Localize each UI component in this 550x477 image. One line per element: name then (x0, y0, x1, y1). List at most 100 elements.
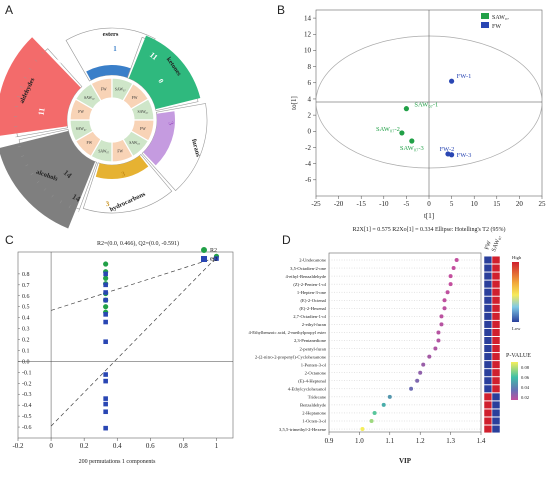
heatmap-legend-high: High (512, 255, 522, 260)
x-tick-label: 20 (516, 200, 524, 208)
panel-d-vip-plot: 2-Undecanone 3,5-Octadien-2-one 4-ethyl-Be… (248, 235, 531, 465)
heatmap-cell-saw (491, 336, 501, 345)
vip-point (436, 338, 441, 343)
arc-tick (19, 86, 23, 88)
inner-ring-label: SAW₀₇ (76, 127, 87, 131)
heatmap-legend-low: Low (512, 326, 521, 331)
score-point-label: SAW₀₇-3 (400, 145, 424, 152)
vip-point (445, 290, 450, 295)
score-point (449, 152, 455, 158)
x-tick-label: 0 (427, 200, 431, 208)
compound-label: 4-Ethylbenzoic acid, 2-methylpropyl este… (248, 330, 326, 336)
q2-point (103, 378, 108, 384)
x-tick-label: -15 (357, 200, 367, 208)
arc-tick (59, 200, 62, 204)
x-tick-label: -20 (334, 200, 344, 208)
arc-tick (51, 194, 54, 198)
heatmap-cell-saw (491, 320, 501, 329)
score-point-label: FW-2 (440, 146, 455, 153)
sector-count: 14 (62, 168, 74, 180)
vip-point (433, 346, 438, 351)
inner-ring-label: SAW₀₇ (129, 141, 140, 145)
y-tick-label: 0 (308, 128, 312, 136)
score-point-label: SAW₀₇-1 (414, 102, 438, 109)
sector-fill (143, 111, 175, 166)
compound-label: 4-ethyl-Benzaldehyde (285, 274, 326, 279)
arc-tick (17, 145, 21, 148)
vip-point (381, 402, 386, 407)
heatmap-cell-saw (491, 425, 501, 434)
x-tick-label: -0.2 (12, 442, 24, 450)
inner-ring-label: FW (101, 88, 107, 92)
pvalue-tick: 0.08 (521, 365, 530, 370)
inner-ring-label: SAW₀₇ (115, 88, 126, 92)
compound-label: 2-Octanone (305, 370, 326, 375)
inner-ring-segment (74, 82, 102, 110)
arc-tick (25, 164, 29, 167)
r2-point (103, 261, 109, 267)
arc-tick (36, 180, 40, 184)
compound-label: 2,3-Pentanedione (294, 338, 326, 344)
x-tick-label: 0.9 (325, 437, 334, 445)
q2-point (103, 339, 108, 345)
vip-point (439, 314, 444, 319)
x-tick-label: 5 (450, 200, 454, 208)
inner-ring-label: FW (132, 96, 138, 100)
x-tick-label: 25 (539, 200, 547, 208)
heatmap-cell-saw (491, 288, 501, 297)
compound-label: 2-(2-nitro-2-propenyl)-Cyclohexanone (255, 354, 326, 359)
vip-point (418, 370, 423, 375)
y-tick-label: -0.3 (22, 392, 32, 398)
y-tick-label: -0.5 (22, 414, 32, 420)
sector-count: 14 (71, 192, 82, 204)
vip-point (448, 282, 453, 287)
vip-point (360, 427, 365, 432)
vip-point (415, 378, 420, 383)
arc-tick (68, 205, 71, 209)
compound-label: 2-Undecanone (299, 258, 326, 263)
x-tick-label: 15 (493, 200, 501, 208)
y-tick-label: -0.4 (22, 403, 32, 409)
compound-label: 3,5,5-trimethyl-2-Hexene (279, 427, 326, 433)
sector-count: 3 (120, 170, 126, 179)
heatmap-cell-fw (483, 368, 493, 377)
r2-point (103, 275, 109, 281)
r2-point (103, 304, 109, 310)
y-tick-label: 0.8 (22, 272, 30, 278)
compound-label: 2-ethyl-furan (302, 322, 327, 327)
legend-marker-r2 (201, 247, 207, 253)
compound-label: 2,7-Octadien-1-ol (293, 314, 327, 320)
panel-b-footer: R2X[1] = 0.575 R2Xo[1] = 0.334 Ellipse: … (353, 226, 506, 233)
vip-point (454, 258, 459, 262)
pvalue-legend: P-VALUE 0.08 0.06 0.04 0.02 (506, 353, 531, 400)
heatmap-cell-saw (491, 272, 501, 281)
heatmap-cell-fw (483, 255, 493, 265)
heatmap-cell-fw (483, 416, 493, 426)
heatmap-cell-fw (483, 384, 493, 393)
compound-label: 1-Hepten-3-one (297, 290, 326, 295)
heatmap-legend-bar (512, 262, 519, 322)
heatmap-cell-saw (491, 392, 501, 401)
vip-point (439, 322, 444, 327)
compound-label: (E)-2-Hexenal (299, 306, 326, 311)
legend-label-q2: Q2 (210, 257, 217, 263)
y-tick-label: 0.0 (22, 359, 30, 365)
sector-fill (128, 35, 201, 110)
sector-count: 3 (105, 200, 110, 209)
pvalue-legend-bar (511, 362, 518, 400)
inner-ring-label: FW (140, 127, 146, 131)
legend-label-fw: FW (492, 24, 501, 30)
arc-tick (15, 136, 19, 138)
heatmap-cell-saw (491, 400, 501, 409)
q2-point (103, 396, 108, 401)
y-tick-label: -0.1 (22, 370, 32, 376)
panel-c-xlabel: 200 permutations 1 components (79, 459, 156, 465)
vip-point (427, 354, 432, 359)
heatmap-cell-fw (483, 376, 493, 385)
y-tick-label: 4 (308, 95, 312, 103)
heatmap-cell-saw (491, 360, 501, 369)
sector-fill (0, 130, 96, 229)
score-point (399, 130, 405, 136)
heatmap-cell-fw (483, 288, 493, 297)
compound-label: Tridecane (308, 395, 326, 400)
